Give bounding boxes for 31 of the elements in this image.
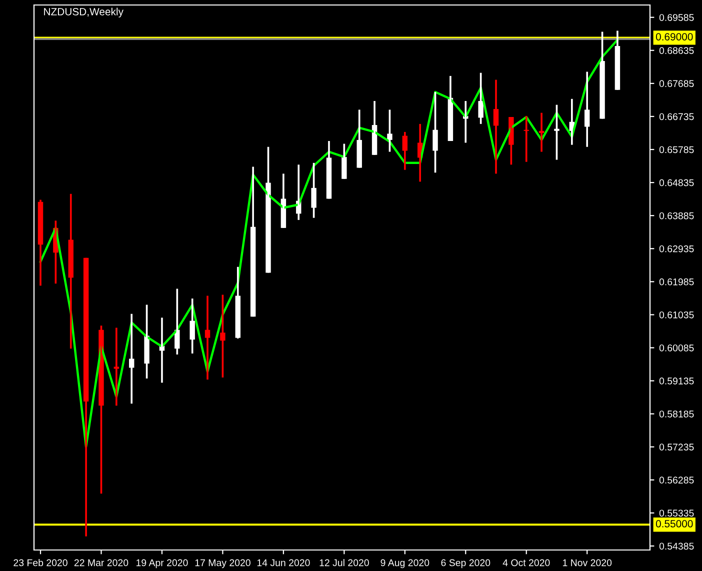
x-tick-label: 19 Apr 2020 — [136, 559, 188, 568]
y-tick-label: 0.68635 — [659, 47, 694, 54]
y-tick-label: 0.67685 — [659, 80, 694, 88]
x-tick-label: 12 Jul 2020 — [320, 559, 369, 566]
y-tick-label: 0.69585 — [659, 14, 694, 21]
line-series — [39, 38, 619, 448]
x-tick-label: 22 Mar 2020 — [74, 559, 128, 566]
ref-line-label: 0.55000 — [656, 520, 693, 528]
y-tick-label: 0.63885 — [659, 212, 694, 220]
chart-title: NZDUSD,Weekly — [44, 8, 124, 18]
y-tick-label: 0.58185 — [659, 410, 694, 418]
y-tick-label: 0.57235 — [659, 444, 694, 450]
y-tick-label: 0.66735 — [659, 113, 694, 120]
x-tick-label: 9 Aug 2020 — [380, 559, 430, 568]
x-tick-label: 23 Feb 2020 — [14, 559, 68, 566]
y-tick-label: 0.65785 — [659, 146, 694, 154]
y-tick-label: 0.61035 — [659, 311, 694, 318]
x-tick-label: 6 Sep 2020 — [441, 559, 490, 568]
y-tick-label: 0.61985 — [659, 278, 694, 286]
x-tick-label: 14 Jun 2020 — [257, 559, 310, 566]
x-tick-label: 17 May 2020 — [195, 559, 250, 568]
ref-line-label: 0.69000 — [656, 33, 693, 40]
x-tick-label: 4 Oct 2020 — [502, 559, 550, 566]
y-tick-label: 0.56285 — [659, 476, 694, 484]
y-tick-label: 0.59135 — [659, 378, 694, 384]
y-tick-label: 0.60085 — [659, 344, 694, 352]
x-tick-label: 1 Nov 2020 — [562, 559, 612, 566]
y-tick-label: 0.62935 — [659, 245, 694, 252]
y-tick-label: 0.54385 — [659, 542, 694, 550]
y-tick-label: 0.55335 — [659, 510, 694, 517]
y-tick-label: 0.64835 — [659, 179, 694, 186]
